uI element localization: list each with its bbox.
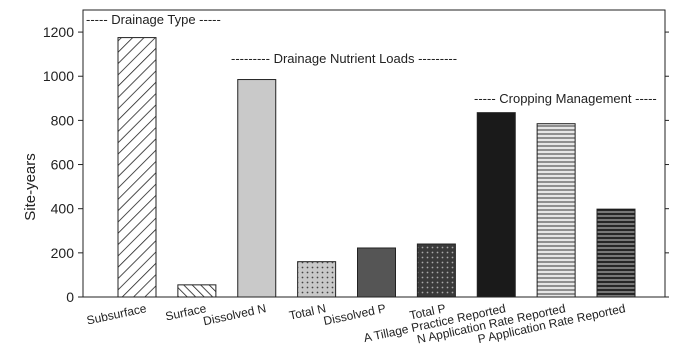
annotation-drainage-nutrient-loads: --------- Drainage Nutrient Loads ------… xyxy=(231,51,457,66)
annotation-drainage-type: ----- Drainage Type ----- xyxy=(86,12,221,27)
bar xyxy=(237,79,277,298)
x-tick-label: Dissolved P xyxy=(322,301,387,328)
annotation-cropping-management: ----- Cropping Management ----- xyxy=(474,91,657,106)
bar xyxy=(536,123,576,298)
bar xyxy=(117,37,157,298)
y-tick-label: 1000 xyxy=(43,68,74,84)
x-tick-label: Surface xyxy=(164,301,208,323)
bar xyxy=(297,261,337,298)
y-axis-label: Site-years xyxy=(22,153,39,221)
y-tick-label: 1200 xyxy=(43,24,74,40)
chart-bars xyxy=(117,37,636,298)
x-tick-label: Subsurface xyxy=(85,301,148,327)
bar xyxy=(596,208,636,298)
y-tick-label: 400 xyxy=(51,201,75,217)
bar xyxy=(177,284,217,298)
y-tick-label: 0 xyxy=(66,289,74,305)
bar xyxy=(476,112,516,298)
y-tick-label: 800 xyxy=(51,112,75,128)
x-tick-label: Total N xyxy=(288,301,327,322)
y-tick-label: 200 xyxy=(51,245,75,261)
bar xyxy=(357,247,396,298)
x-tick-label: Dissolved N xyxy=(202,301,268,328)
bar xyxy=(416,243,456,298)
y-tick-label: 600 xyxy=(51,157,75,173)
